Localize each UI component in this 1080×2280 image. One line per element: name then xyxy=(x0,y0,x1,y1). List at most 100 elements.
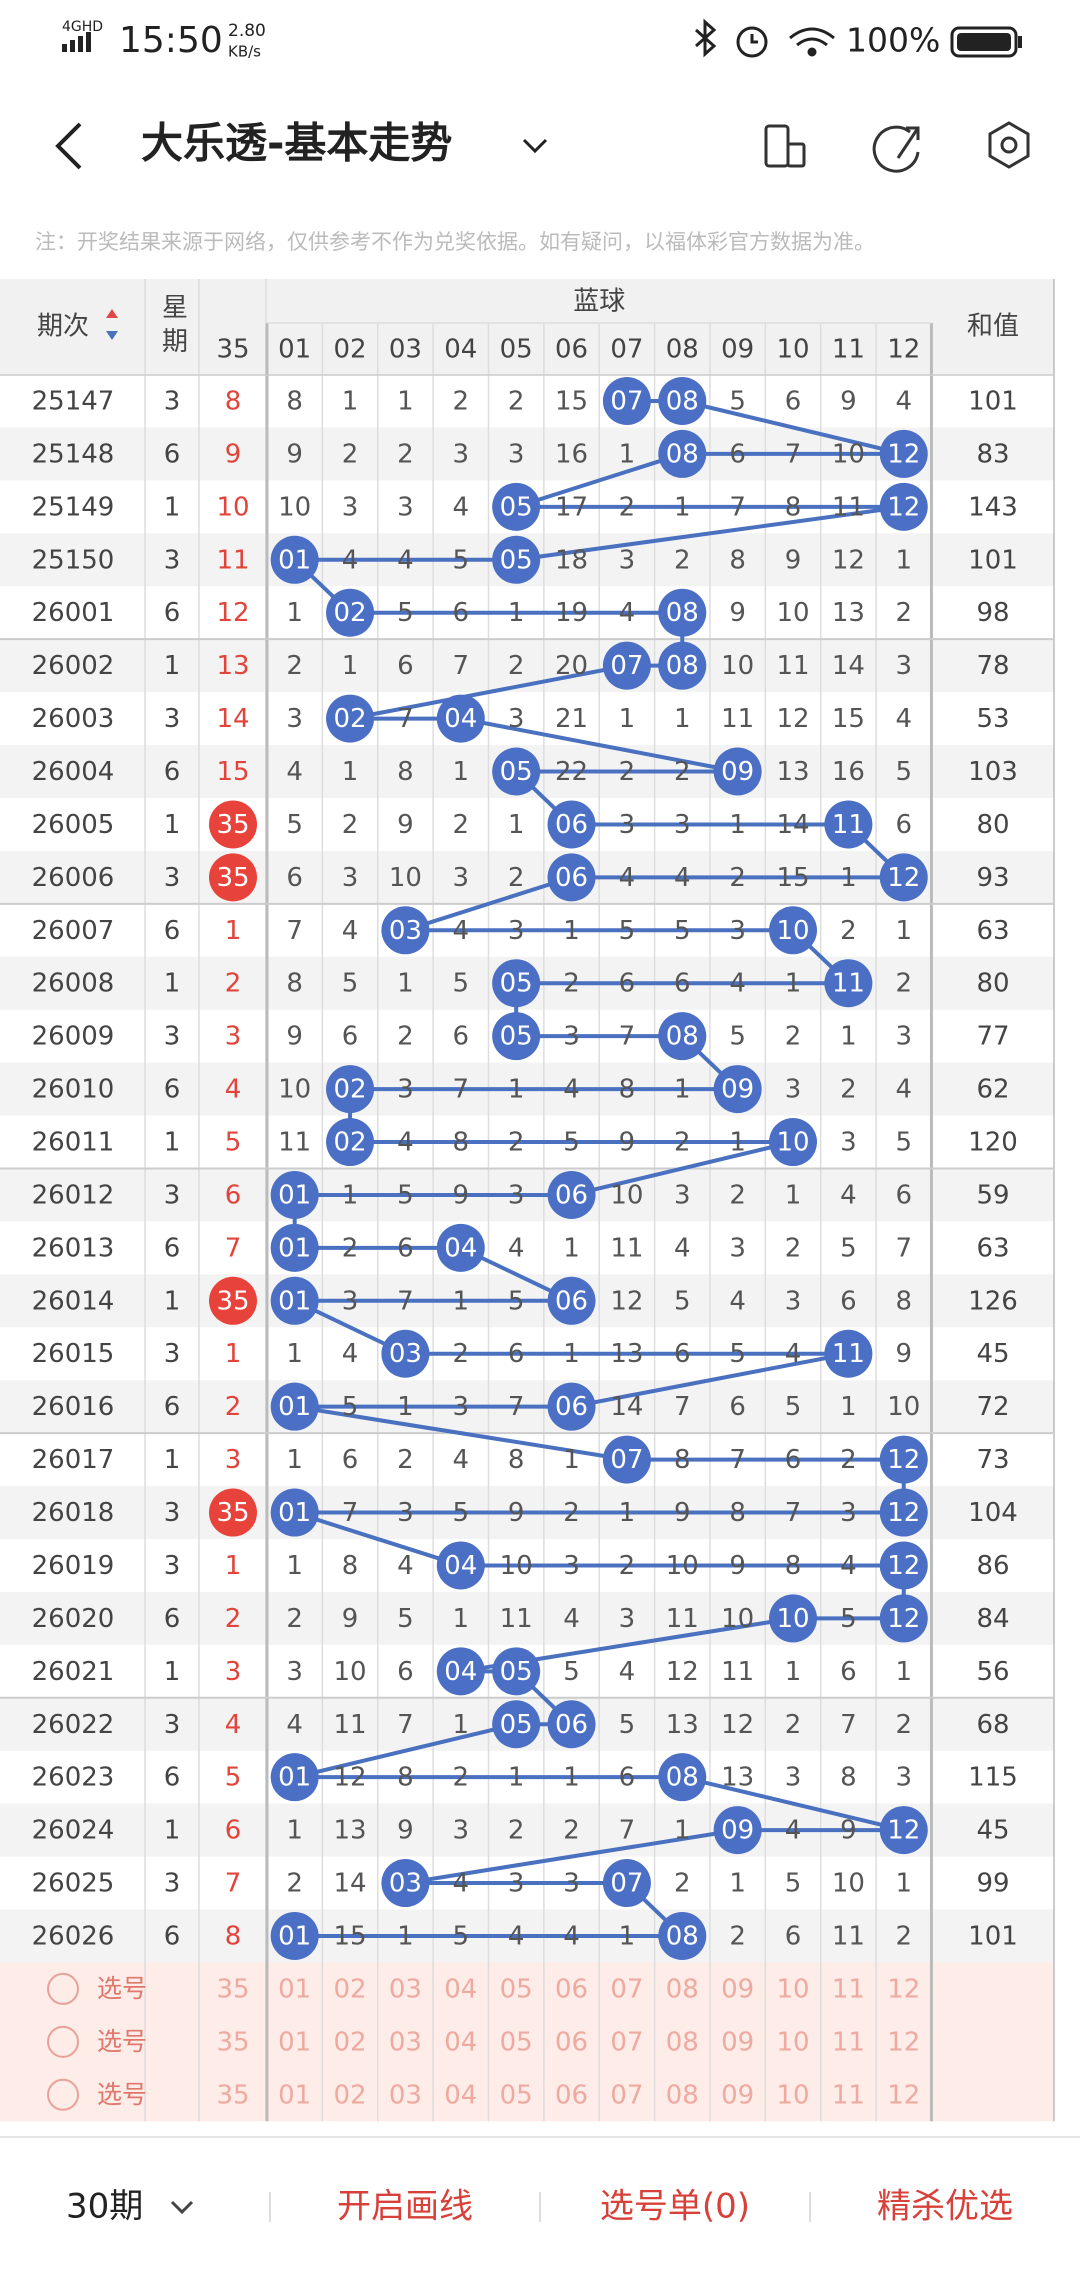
cell-miss: 3 xyxy=(286,1657,303,1687)
cell-miss: 3 xyxy=(619,1604,636,1634)
cell-miss: 9 xyxy=(840,387,857,417)
ball-header: 04 xyxy=(444,335,477,365)
pick-ball[interactable]: 04 xyxy=(444,2080,477,2110)
pick-ball[interactable]: 05 xyxy=(500,2080,533,2110)
cell-hit: 01 xyxy=(278,1392,311,1422)
pick-ball[interactable]: 05 xyxy=(500,2027,533,2057)
cell-miss: 6 xyxy=(840,1286,857,1316)
pick-ball[interactable]: 08 xyxy=(666,2027,699,2057)
cell-ball xyxy=(326,588,375,637)
period-select[interactable]: 30期 xyxy=(66,2187,143,2227)
pick-ball[interactable]: 03 xyxy=(389,2027,422,2057)
pick-ball[interactable]: 12 xyxy=(887,2027,920,2057)
cell-miss: 8 xyxy=(840,1763,857,1793)
pick-radio[interactable] xyxy=(47,2025,79,2058)
pick-ball[interactable]: 11 xyxy=(832,1974,865,2004)
pick-ball[interactable]: 05 xyxy=(500,1974,533,2004)
cell-miss: 2 xyxy=(508,387,525,417)
cell-ball xyxy=(879,1594,928,1643)
disclaimer: 注：开奖结果来源于网络，仅供参考不作为兑奖依据。如有疑问，以福体彩官方数据为准。 xyxy=(35,230,875,254)
cell-miss: 1 xyxy=(397,1921,414,1951)
cell-hit: 11 xyxy=(832,1339,865,1369)
pick-ball[interactable]: 01 xyxy=(278,1974,311,2004)
cell-miss: 5 xyxy=(840,1233,857,1263)
pick-ball[interactable]: 10 xyxy=(776,2080,809,2110)
settings-button[interactable] xyxy=(988,121,1030,169)
pick-ball[interactable]: 09 xyxy=(721,2027,754,2057)
cell-miss: 9 xyxy=(840,1816,857,1846)
pick-ball[interactable]: 09 xyxy=(721,2080,754,2110)
pick-35[interactable]: 35 xyxy=(216,2080,249,2110)
pick-ball[interactable]: 07 xyxy=(610,2027,643,2057)
cell-ball xyxy=(492,1012,541,1061)
pick-ball[interactable]: 11 xyxy=(832,2027,865,2057)
sum: 72 xyxy=(976,1392,1009,1422)
pick-ball[interactable]: 06 xyxy=(555,2027,588,2057)
pick-ball[interactable]: 01 xyxy=(278,2027,311,2057)
pick-ball[interactable]: 10 xyxy=(776,1974,809,2004)
cell-hit: 01 xyxy=(278,1286,311,1316)
rotate-button[interactable] xyxy=(764,124,806,168)
cell-miss: 8 xyxy=(729,1498,746,1528)
c35-miss: 2 xyxy=(225,1392,242,1422)
cell-miss: 4 xyxy=(674,1233,691,1263)
cell-miss: 1 xyxy=(286,1445,303,1475)
pick-ball[interactable]: 07 xyxy=(610,2080,643,2110)
cell-miss: 10 xyxy=(278,492,311,522)
cell-hit: 12 xyxy=(887,1445,920,1475)
pick-ball[interactable]: 02 xyxy=(334,2080,367,2110)
cell-miss: 5 xyxy=(397,1604,414,1634)
pick-radio[interactable] xyxy=(47,1972,79,2005)
c35-miss: 11 xyxy=(216,545,249,575)
c35-miss: 13 xyxy=(216,651,249,681)
pick-ball[interactable]: 11 xyxy=(832,2080,865,2110)
pick-ball[interactable]: 08 xyxy=(666,1974,699,2004)
page-title: 大乐透-基本走势 xyxy=(141,119,452,168)
cell-miss: 1 xyxy=(508,810,525,840)
status-icons xyxy=(695,18,835,58)
pick-ball[interactable]: 07 xyxy=(610,1974,643,2004)
pick-ball[interactable]: 12 xyxy=(887,2080,920,2110)
cell-hit: 06 xyxy=(555,863,588,893)
pick-ball[interactable]: 06 xyxy=(555,1974,588,2004)
pick-ball[interactable]: 12 xyxy=(887,1974,920,2004)
sum: 80 xyxy=(976,810,1009,840)
pick-ball[interactable]: 08 xyxy=(666,2080,699,2110)
cell-hit: 08 xyxy=(666,651,699,681)
c35-miss: 5 xyxy=(225,1763,242,1793)
title-dropdown[interactable] xyxy=(522,138,548,154)
cell-miss: 20 xyxy=(555,651,588,681)
cell-miss: 2 xyxy=(563,1498,580,1528)
pick-ball[interactable]: 03 xyxy=(389,2080,422,2110)
pick-ball[interactable]: 06 xyxy=(555,2080,588,2110)
pick-ball[interactable]: 01 xyxy=(278,2080,311,2110)
pick-list-button[interactable]: 选号单(0) xyxy=(600,2187,750,2227)
cell-miss: 3 xyxy=(840,1128,857,1158)
cell-hit: 05 xyxy=(500,1022,533,1052)
cell-miss: 1 xyxy=(286,1816,303,1846)
pick-ball[interactable]: 03 xyxy=(389,1974,422,2004)
sum-header: 和值 xyxy=(967,312,1019,342)
cell-hit: 03 xyxy=(389,1869,422,1899)
cell-ball xyxy=(879,1435,928,1484)
issue-header[interactable]: 期次 xyxy=(37,312,89,342)
draw-button[interactable]: 开启画线 xyxy=(337,2187,473,2227)
pick-ball[interactable]: 02 xyxy=(334,2027,367,2057)
weekday: 6 xyxy=(164,916,181,946)
pick-ball[interactable]: 02 xyxy=(334,1974,367,2004)
pick-ball[interactable]: 09 xyxy=(721,1974,754,2004)
pick-ball[interactable]: 04 xyxy=(444,2027,477,2057)
pick-35[interactable]: 35 xyxy=(216,1974,249,2004)
pick-35[interactable]: 35 xyxy=(216,2027,249,2057)
pick-ball[interactable]: 10 xyxy=(776,2027,809,2057)
premium-button[interactable]: 精杀优选 xyxy=(877,2187,1013,2227)
cell-miss: 3 xyxy=(563,1551,580,1581)
pick-radio[interactable] xyxy=(47,2078,79,2111)
pick-ball[interactable]: 04 xyxy=(444,1974,477,2004)
c35-miss: 6 xyxy=(225,1180,242,1210)
weekday: 6 xyxy=(164,598,181,628)
cell-miss: 12 xyxy=(334,1763,367,1793)
share-button[interactable] xyxy=(872,125,920,173)
back-button[interactable] xyxy=(55,122,82,170)
ball-header: 05 xyxy=(500,335,533,365)
